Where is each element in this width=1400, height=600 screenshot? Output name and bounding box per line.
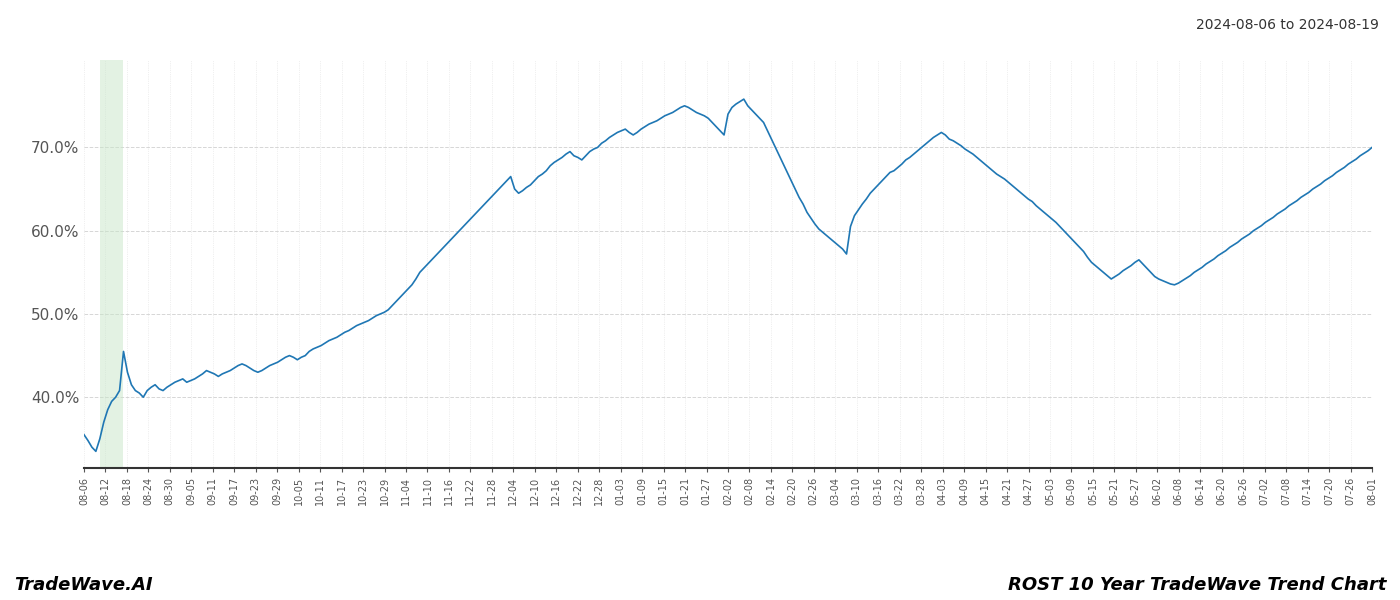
Bar — [99, 60, 123, 468]
Text: 2024-08-06 to 2024-08-19: 2024-08-06 to 2024-08-19 — [1196, 18, 1379, 32]
Text: ROST 10 Year TradeWave Trend Chart: ROST 10 Year TradeWave Trend Chart — [1008, 576, 1386, 594]
Text: TradeWave.AI: TradeWave.AI — [14, 576, 153, 594]
